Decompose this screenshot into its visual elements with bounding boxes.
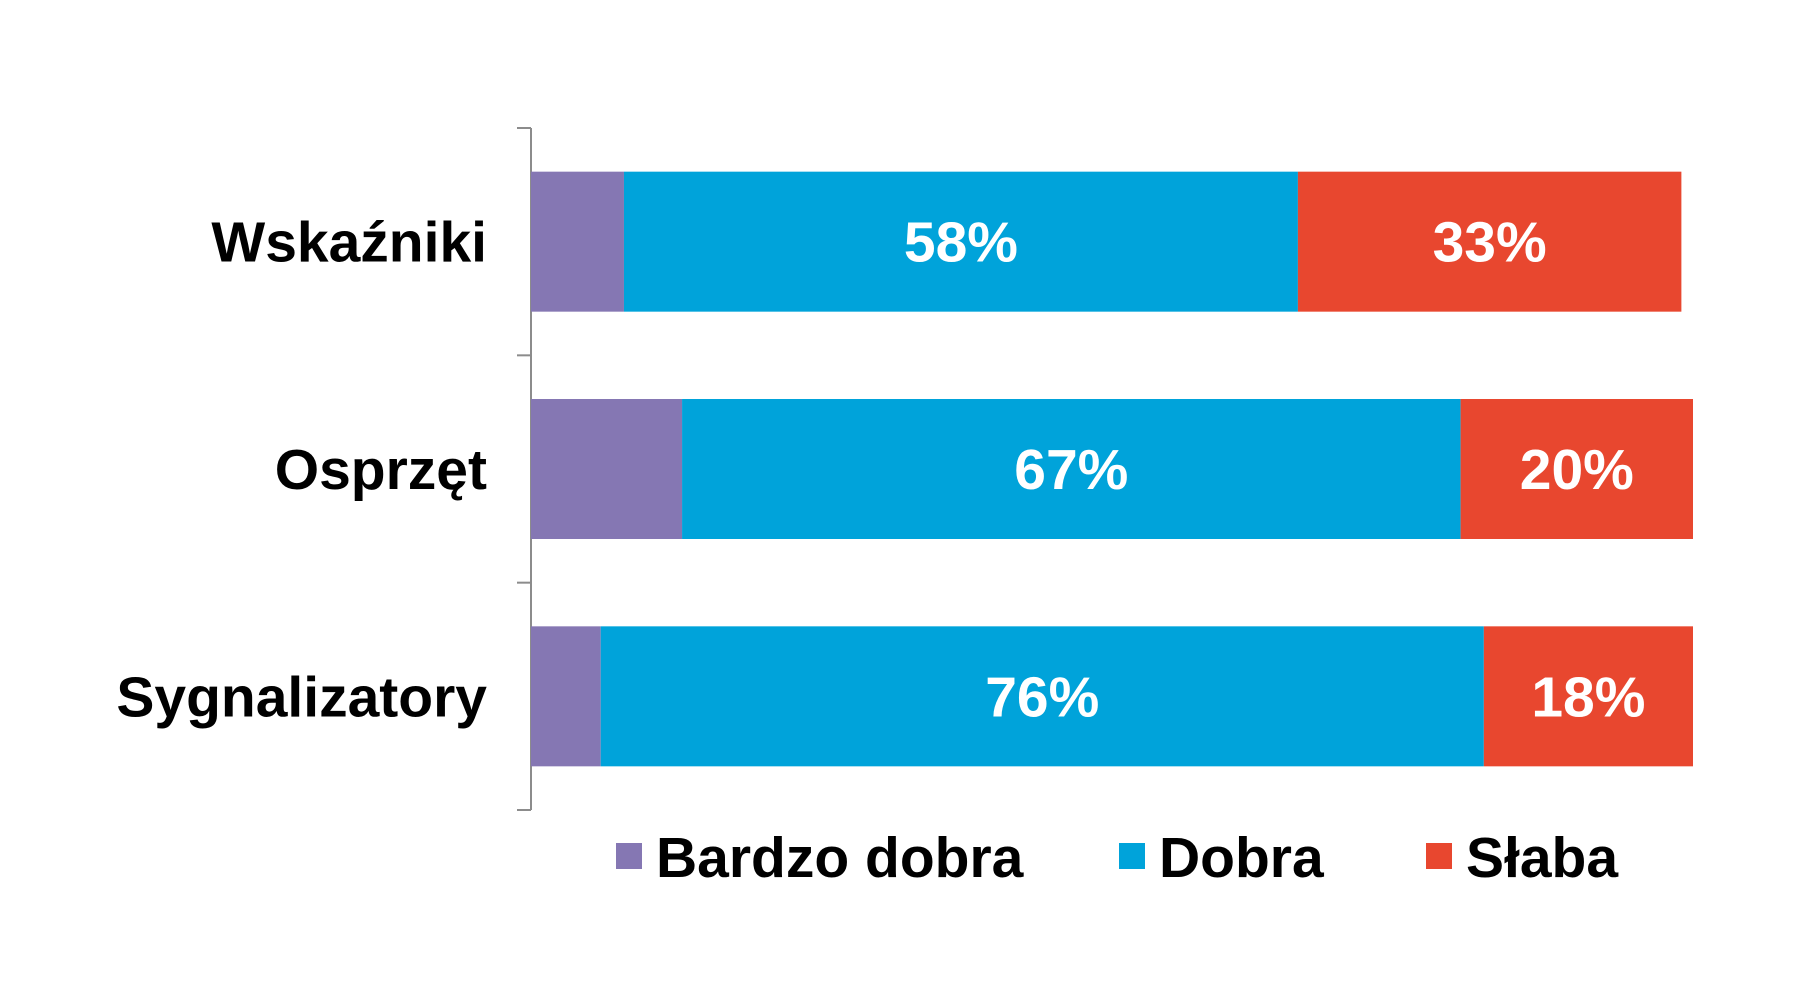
data-label: 76% <box>985 665 1099 729</box>
bars <box>531 171 1693 767</box>
data-label: 20% <box>1520 438 1634 502</box>
legend-label: Dobra <box>1159 826 1325 890</box>
category-labels: Wskaźniki Osprzęt Sygnalizatory <box>116 211 487 730</box>
legend-label: Słaba <box>1466 826 1619 890</box>
legend-swatch <box>1426 843 1452 869</box>
bar-segment <box>531 399 683 539</box>
legend-label: Bardzo dobra <box>656 826 1025 890</box>
bar-segment <box>1297 171 1682 312</box>
data-label: 67% <box>1014 438 1128 502</box>
category-label: Osprzęt <box>275 438 487 502</box>
category-axis <box>517 127 532 811</box>
legend: Bardzo dobra Dobra Słaba <box>616 826 1619 890</box>
data-labels: 58% 33% 67% 20% 76% 18% <box>904 211 1646 730</box>
legend-swatch <box>1119 843 1145 869</box>
data-label: 58% <box>904 211 1018 275</box>
data-label: 33% <box>1433 211 1547 275</box>
bar-segment <box>623 171 1298 312</box>
bar-segment <box>1483 626 1693 767</box>
data-label: 18% <box>1531 665 1645 729</box>
category-label: Sygnalizatory <box>116 665 487 729</box>
bar-segment <box>531 626 601 767</box>
category-label: Wskaźniki <box>211 211 487 275</box>
legend-swatch <box>616 843 642 869</box>
bar-segment <box>600 626 1484 767</box>
bar-segment <box>531 171 624 312</box>
bar-segment <box>1460 399 1693 539</box>
bar-segment <box>682 399 1461 539</box>
